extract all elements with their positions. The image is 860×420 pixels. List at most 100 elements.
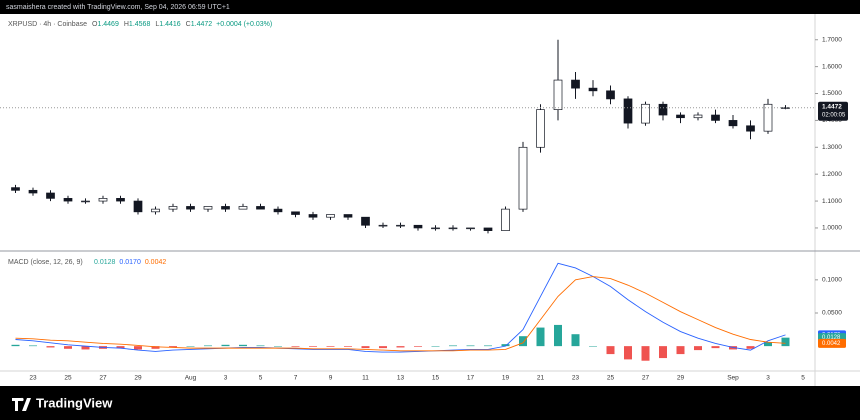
- candle-body: [151, 208, 160, 213]
- legend-text: XRPUSD · 4h · Coinbase: [8, 21, 87, 28]
- histogram-bar: [309, 346, 317, 347]
- macd-legend: 0.0128 0.0170 0.0042: [94, 259, 166, 266]
- y-tick-label: 1.7000: [822, 36, 842, 43]
- macd-legend-value: 0.0170: [119, 259, 141, 266]
- histogram-bar: [274, 346, 282, 347]
- macd-legend-value: 0.0042: [145, 259, 167, 266]
- histogram-bar: [764, 342, 772, 347]
- histogram-bar: [781, 337, 790, 347]
- x-tick-label: 3: [224, 375, 228, 382]
- candle-body: [98, 198, 108, 202]
- axis-tag-label: 0.0042: [822, 341, 841, 347]
- last-price-tag: [818, 101, 848, 121]
- histogram-bar: [449, 345, 457, 347]
- ohlc-legend: XRPUSD · 4h · Coinbase O1.4469 H1.4568 L1.4…: [8, 21, 272, 28]
- candle-body: [711, 114, 720, 121]
- histogram-bar: [64, 346, 72, 349]
- histogram-bar: [379, 346, 387, 349]
- macd-title: MACD (close, 12, 26, 9): [8, 259, 83, 266]
- chart-area: [0, 14, 860, 386]
- histogram-bar: [536, 327, 545, 347]
- candle-body: [448, 227, 458, 230]
- histogram-bar: [256, 345, 265, 347]
- legend-text: H: [124, 21, 129, 28]
- macd-line: [15, 276, 786, 352]
- candle-body: [413, 224, 423, 229]
- legend-text: L: [155, 21, 159, 28]
- candle-body: [378, 224, 388, 227]
- x-tick-label: 17: [467, 375, 475, 382]
- histogram-bar: [606, 346, 615, 355]
- histogram-bar: [29, 345, 37, 347]
- x-tick-label: 13: [397, 375, 405, 382]
- histogram-bar: [484, 345, 492, 347]
- histogram-bar: [501, 344, 510, 347]
- candle-body: [501, 208, 510, 231]
- x-tick-label: 29: [677, 375, 685, 382]
- legend-text: +0.0004 (+0.03%): [216, 21, 272, 28]
- histogram-bar: [361, 346, 370, 349]
- candle-body: [606, 90, 615, 100]
- histogram-bar: [396, 346, 405, 348]
- candle-body: [396, 224, 405, 227]
- x-tick-label: 7: [294, 375, 298, 382]
- countdown-label: 02:00:05: [822, 112, 846, 118]
- histogram-bar: [46, 346, 55, 348]
- histogram-bar: [659, 346, 667, 359]
- histogram-bar: [624, 346, 632, 360]
- histogram-bar: [589, 346, 597, 347]
- y-tick-label: 1.1000: [822, 198, 842, 205]
- histogram-bar: [414, 346, 422, 347]
- candle-body: [203, 206, 213, 210]
- candle-body: [133, 200, 143, 213]
- legend-text: 1.4416: [159, 21, 181, 28]
- candle-body: [273, 208, 283, 213]
- candle-body: [553, 79, 563, 111]
- histogram-bar: [326, 346, 335, 347]
- legend-text: C: [186, 21, 191, 28]
- histogram-bar: [519, 336, 527, 347]
- candle-body: [536, 109, 545, 148]
- candle-body: [361, 216, 370, 226]
- x-tick-label: 11: [362, 375, 369, 382]
- candle-body: [28, 189, 38, 194]
- histogram-bar: [239, 344, 247, 347]
- x-tick-label: 23: [572, 375, 580, 382]
- histogram-bar: [431, 346, 440, 347]
- x-tick-label: 27: [99, 375, 107, 382]
- histogram-bar: [676, 346, 685, 355]
- candle-body: [326, 214, 335, 218]
- macd-legend-value: 0.0128: [94, 259, 116, 266]
- candle-body: [11, 187, 20, 191]
- candle-body: [116, 198, 125, 202]
- y-tick-label: 0.1000: [822, 277, 842, 284]
- histogram-bar: [221, 344, 230, 347]
- candle-body: [641, 103, 650, 124]
- histogram-bar: [641, 346, 650, 361]
- candle-body: [518, 146, 528, 210]
- x-tick-label: 15: [432, 375, 440, 382]
- x-tick-label: 25: [64, 375, 72, 382]
- y-tick-label: 1.2000: [822, 171, 842, 178]
- x-tick-label: 9: [329, 375, 333, 382]
- x-tick-label: 23: [29, 375, 37, 382]
- histogram-bar: [116, 346, 125, 349]
- y-tick-label: 1.3000: [822, 144, 842, 151]
- y-tick-label: 1.0000: [822, 225, 842, 232]
- histogram-bar: [81, 346, 90, 350]
- legend-text: 1.4469: [97, 21, 119, 28]
- candle-body: [658, 103, 668, 116]
- candle-body: [291, 211, 300, 215]
- candle-body: [483, 227, 493, 231]
- x-tick-label: 3: [766, 375, 770, 382]
- legend-line: XRPUSD · 4h · Coinbase O1.4469 H1.4568 L1.4…: [8, 21, 272, 28]
- legend-text: 1.4568: [129, 21, 151, 28]
- histogram-bar: [694, 346, 702, 351]
- histogram-bar: [554, 324, 562, 347]
- x-tick-label: Sep: [727, 375, 739, 382]
- histogram-bar: [711, 346, 720, 349]
- histogram-bar: [151, 346, 160, 349]
- candle-body: [238, 206, 248, 210]
- candle-body: [431, 227, 440, 230]
- histogram-bar: [11, 344, 20, 347]
